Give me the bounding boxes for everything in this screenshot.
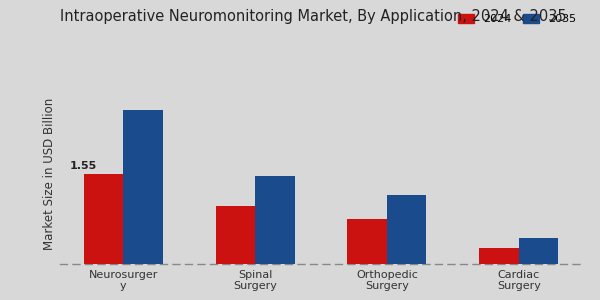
Text: 1.55: 1.55 [70, 160, 97, 170]
Bar [84, 174, 123, 264]
Bar [255, 176, 295, 264]
Bar [123, 110, 163, 264]
Bar [215, 206, 255, 264]
Bar [347, 219, 387, 264]
Text: Intraoperative Neuromonitoring Market, By Application, 2024 & 2035: Intraoperative Neuromonitoring Market, B… [60, 9, 566, 24]
Bar [387, 196, 427, 264]
Y-axis label: Market Size in USD Billion: Market Size in USD Billion [43, 98, 56, 250]
Bar [519, 238, 558, 264]
Legend: 2024, 2035: 2024, 2035 [458, 14, 577, 24]
Bar [479, 248, 519, 264]
